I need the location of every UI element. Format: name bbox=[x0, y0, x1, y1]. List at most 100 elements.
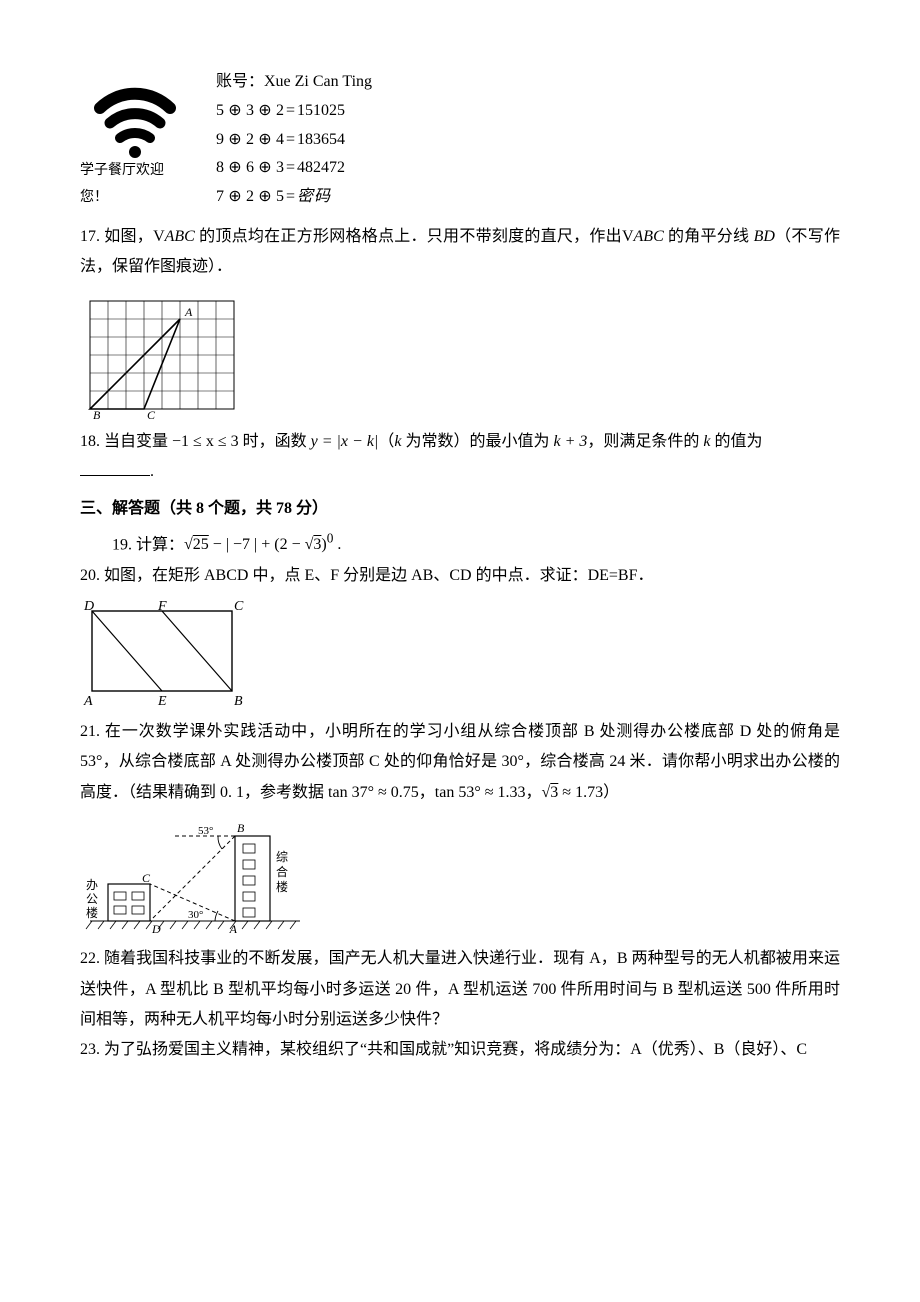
lB: B bbox=[237, 821, 245, 835]
abc: ABC bbox=[634, 228, 664, 245]
rect-svg: D F C A E B bbox=[80, 599, 250, 709]
q19-expr: √25 − | −7 | + (2 − √3)0 . bbox=[184, 536, 341, 553]
lC: C bbox=[234, 599, 244, 614]
n: 2 bbox=[246, 126, 254, 155]
label-right-2: 合 bbox=[276, 864, 288, 879]
t: ， bbox=[526, 784, 542, 801]
q-num: 18. bbox=[80, 433, 100, 450]
t: 如图， bbox=[100, 228, 153, 245]
t: 为了弘扬爱国主义精神，某校组织了“共和国成就”知识竞赛，将成绩分为：A（优秀）、… bbox=[100, 1041, 807, 1058]
n: 3 bbox=[246, 97, 254, 126]
bd: BD bbox=[754, 228, 775, 245]
tan53: tan 53° ≈ 1.33 bbox=[435, 784, 526, 801]
n: 3 bbox=[276, 154, 284, 183]
buildings-svg: B A C D 53° 30° 办 公 楼 综 合 楼 bbox=[80, 816, 310, 936]
wifi-row-0: 5 ⊕ 3 ⊕ 2 = 151025 bbox=[216, 97, 372, 126]
lD: D bbox=[151, 922, 161, 936]
n: 4 bbox=[276, 126, 284, 155]
lF: F bbox=[157, 599, 167, 614]
lA: A bbox=[229, 922, 238, 936]
t: 计算： bbox=[132, 536, 184, 553]
t: 时，函数 bbox=[239, 433, 311, 450]
q18: 18. 当自变量 −1 ≤ x ≤ 3 时，函数 y = |x − k|（ k 为… bbox=[80, 427, 840, 457]
t: ） bbox=[603, 784, 619, 801]
n: 7 bbox=[216, 183, 224, 212]
label-left-3: 楼 bbox=[86, 905, 98, 920]
wifi-row-3: 7 ⊕ 2 ⊕ 5 = 密码 bbox=[216, 183, 372, 212]
sqrt3: √3 ≈ 1.73 bbox=[542, 784, 604, 801]
t: 的值为 bbox=[711, 433, 763, 450]
label-C: C bbox=[147, 408, 156, 419]
t: （ bbox=[378, 433, 394, 450]
tan37: tan 37° ≈ 0.75 bbox=[328, 784, 419, 801]
n: 9 bbox=[216, 126, 224, 155]
label-A: A bbox=[184, 305, 193, 319]
op-icon: ⊕ bbox=[256, 154, 274, 183]
t: 的角平分线 bbox=[664, 228, 754, 245]
t: ，则满足条件的 bbox=[587, 433, 703, 450]
min: k + 3 bbox=[553, 433, 587, 450]
lE: E bbox=[157, 694, 167, 709]
label-left-1: 办 bbox=[86, 877, 98, 892]
q-num: 22. bbox=[80, 950, 100, 967]
t: 的顶点均在正方形网格格点上．只用不带刻度的直尺，作出 bbox=[195, 228, 622, 245]
op-icon: ⊕ bbox=[256, 97, 274, 126]
tri-symbol: V bbox=[153, 228, 165, 245]
n: 5 bbox=[276, 183, 284, 212]
wifi-icon bbox=[85, 68, 185, 158]
label-right-3: 楼 bbox=[276, 879, 288, 894]
abc: ABC bbox=[165, 228, 195, 245]
lA: A bbox=[83, 694, 93, 709]
lB: B bbox=[234, 694, 243, 709]
t: 为常数）的最小值为 bbox=[401, 433, 553, 450]
rhs: 183654 bbox=[297, 126, 345, 155]
q19: 19. 计算：√25 − | −7 | + (2 − √3)0 . bbox=[80, 526, 840, 561]
wifi-row-1: 9 ⊕ 2 ⊕ 4 = 183654 bbox=[216, 126, 372, 155]
page-root: 学子餐厅欢迎您！ 账号：Xue Zi Can Ting 5 ⊕ 3 ⊕ 2 = … bbox=[0, 0, 920, 1126]
op-icon: ⊕ bbox=[226, 183, 244, 212]
func: y = |x − k| bbox=[311, 433, 379, 450]
q-num: 19. bbox=[112, 536, 132, 553]
eq: = bbox=[286, 154, 295, 183]
lD: D bbox=[83, 599, 94, 614]
q-num: 20. bbox=[80, 567, 100, 584]
section-3-title: 三、解答题（共 8 个题，共 78 分） bbox=[80, 494, 840, 524]
period: . bbox=[150, 463, 154, 480]
n: 2 bbox=[246, 183, 254, 212]
ang53: 53° bbox=[198, 825, 213, 837]
wifi-right: 账号：Xue Zi Can Ting 5 ⊕ 3 ⊕ 2 = 151025 9 … bbox=[216, 68, 372, 212]
n: 2 bbox=[276, 97, 284, 126]
label-right-1: 综 bbox=[276, 850, 288, 864]
rhs: 密码 bbox=[297, 183, 331, 212]
grid-svg: A B C bbox=[80, 291, 244, 419]
q23: 23. 为了弘扬爱国主义精神，某校组织了“共和国成就”知识竞赛，将成绩分为：A（… bbox=[80, 1035, 840, 1065]
label-left-2: 公 bbox=[86, 892, 98, 906]
rhs: 151025 bbox=[297, 97, 345, 126]
n: 8 bbox=[216, 154, 224, 183]
q18-blank-line: . bbox=[80, 457, 840, 487]
q20: 20. 如图，在矩形 ABCD 中，点 E、F 分别是边 AB、CD 的中点．求… bbox=[80, 561, 840, 591]
op-icon: ⊕ bbox=[226, 97, 244, 126]
q-num: 17. bbox=[80, 228, 100, 245]
q21: 21. 在一次数学课外实践活动中，小明所在的学习小组从综合楼顶部 B 处测得办公… bbox=[80, 717, 840, 808]
op-icon: ⊕ bbox=[256, 183, 274, 212]
op-icon: ⊕ bbox=[226, 154, 244, 183]
t: 当自变量 bbox=[100, 433, 172, 450]
k: k bbox=[703, 433, 710, 450]
wifi-caption: 学子餐厅欢迎您！ bbox=[80, 158, 190, 211]
n: 6 bbox=[246, 154, 254, 183]
eq: = bbox=[286, 97, 295, 126]
op-icon: ⊕ bbox=[226, 126, 244, 155]
t: 如图，在矩形 ABCD 中，点 E、F 分别是边 AB、CD 的中点．求证：DE… bbox=[100, 567, 654, 584]
op-icon: ⊕ bbox=[256, 126, 274, 155]
eq: = bbox=[286, 183, 295, 212]
wifi-row-2: 8 ⊕ 6 ⊕ 3 = 482472 bbox=[216, 154, 372, 183]
label-B: B bbox=[93, 408, 101, 419]
tri-symbol: V bbox=[622, 228, 634, 245]
wifi-account: 账号：Xue Zi Can Ting bbox=[216, 68, 372, 97]
lC: C bbox=[142, 871, 151, 885]
eq: = bbox=[286, 126, 295, 155]
answer-blank bbox=[80, 459, 150, 476]
q20-rect: D F C A E B bbox=[80, 599, 840, 709]
range: −1 ≤ x ≤ 3 bbox=[172, 433, 239, 450]
